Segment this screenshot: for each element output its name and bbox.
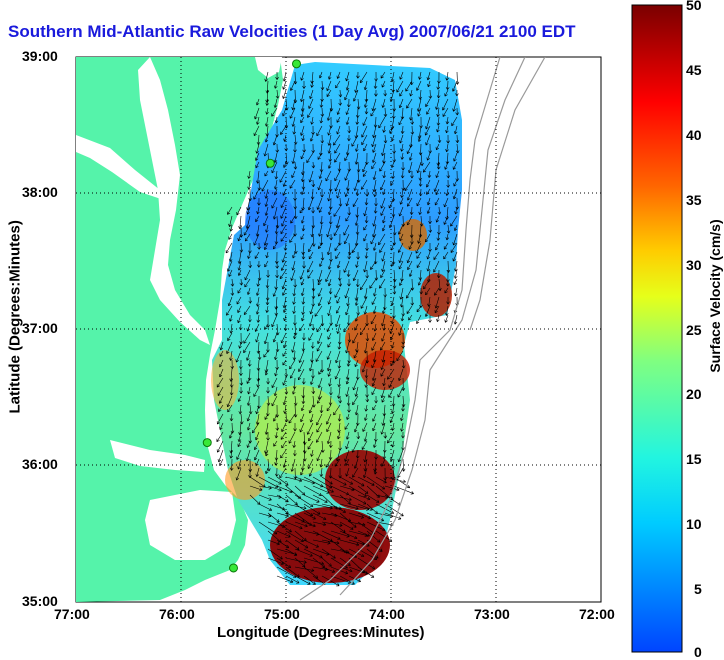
colorbar-tick-label: 25	[686, 322, 702, 338]
colorbar-tick-label: 5	[694, 581, 702, 597]
y-tick-label: 35:00	[22, 593, 58, 609]
y-tick-label: 37:00	[22, 320, 58, 336]
pamlico-sound	[145, 490, 236, 560]
vector-arrows	[216, 71, 460, 587]
station-marker	[202, 438, 212, 448]
station-markers	[202, 59, 301, 573]
x-tick-label: 74:00	[369, 606, 405, 622]
y-tick-label: 36:00	[22, 456, 58, 472]
delaware-bay	[255, 57, 282, 78]
map-title: Southern Mid-Atlantic Raw Velocities (1 …	[8, 22, 576, 41]
x-tick-label: 73:00	[474, 606, 510, 622]
colorbar-tick-label: 0	[694, 644, 702, 660]
potomac-river	[76, 135, 164, 200]
x-tick-label: 76:00	[159, 606, 195, 622]
colorbar	[631, 4, 683, 653]
x-tick-label: 77:00	[54, 606, 90, 622]
colorbar-tick-label: 20	[686, 386, 702, 402]
y-tick-label: 39:00	[22, 48, 58, 64]
colorbar-label: Surface Velocity (cm/s)	[707, 219, 723, 373]
station-marker	[229, 563, 238, 573]
y-axis-label: Latitude (Degrees:Minutes)	[6, 220, 24, 414]
colorbar-tick-label: 50	[686, 0, 702, 13]
colorbar-tick-label: 30	[686, 257, 702, 273]
bathymetry-contours	[299, 57, 546, 601]
land-mass	[76, 57, 283, 602]
velocity-vectors	[216, 71, 460, 587]
x-axis-label: Longitude (Degrees:Minutes)	[217, 624, 425, 641]
grid-lines	[76, 57, 601, 602]
station-marker	[292, 59, 301, 69]
x-tick-label: 75:00	[264, 606, 300, 622]
chesapeake-bay	[138, 57, 210, 345]
y-tick-label: 38:00	[22, 184, 58, 200]
albemarle-sound	[110, 440, 205, 472]
colorbar-tick-label: 45	[686, 62, 702, 78]
station-marker	[265, 158, 275, 168]
colorbar-tick-label: 40	[686, 127, 702, 143]
colorbar-tick-label: 15	[686, 451, 702, 467]
high-velocity-zones	[211, 190, 452, 583]
colorbar-tick-label: 10	[686, 516, 702, 532]
x-tick-label: 72:00	[579, 606, 615, 622]
colorbar-tick-label: 35	[686, 192, 702, 208]
